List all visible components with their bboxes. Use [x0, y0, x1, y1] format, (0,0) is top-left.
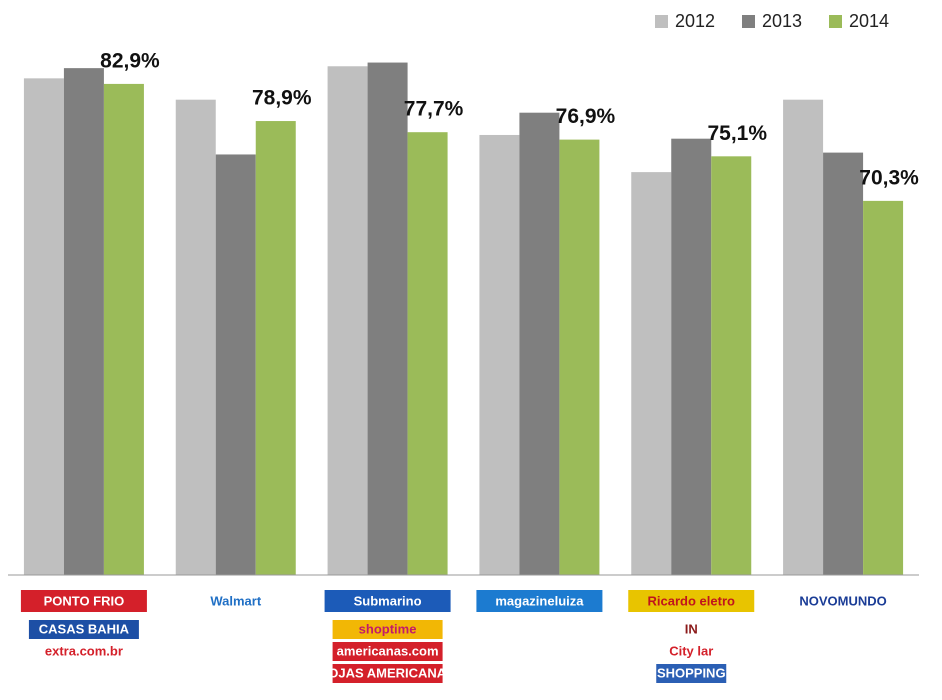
category-logo: magazineluiza: [495, 593, 584, 608]
bar: [215, 154, 256, 575]
bar: [255, 121, 296, 576]
legend-label: 2014: [849, 11, 889, 31]
bar: [103, 83, 144, 575]
bar: [631, 172, 672, 575]
value-label: 76,9%: [556, 105, 616, 128]
value-label: 77,7%: [404, 98, 464, 121]
bar: [367, 62, 408, 576]
value-label: 82,9%: [100, 49, 160, 72]
logo-box: [476, 590, 603, 612]
logo-box: [332, 620, 443, 639]
value-label: 78,9%: [252, 87, 312, 110]
legend-swatch: [829, 15, 842, 28]
bar: [823, 152, 864, 575]
logo-box: [628, 590, 755, 612]
category-logo-extra: City lar: [669, 643, 713, 658]
category-logo-extra: shoptime: [359, 621, 417, 636]
bar: [23, 78, 64, 575]
legend-swatch: [655, 15, 668, 28]
category-logo: Ricardo eletro: [648, 593, 735, 608]
legend-swatch: [742, 15, 755, 28]
category-logo-extra: americanas.com: [337, 643, 439, 658]
bar: [519, 112, 560, 575]
logo-box: [332, 642, 443, 661]
legend-label: 2012: [675, 11, 715, 31]
bar: [671, 138, 712, 575]
category-logo-extra: CASAS BAHIA: [39, 621, 130, 636]
category-logo: Submarino: [354, 593, 422, 608]
legend-label: 2013: [762, 11, 802, 31]
bar: [407, 132, 448, 575]
category-logo-extra: IN: [685, 621, 698, 636]
bar: [479, 134, 520, 575]
logo-box: [28, 620, 139, 639]
logo-box: [332, 664, 443, 683]
category-logo: NOVOMUNDO: [799, 593, 886, 608]
bar: [863, 200, 904, 576]
category-logo-extra: extra.com.br: [45, 643, 123, 658]
category-logo: Walmart: [210, 593, 261, 608]
bar: [63, 68, 104, 575]
category-logo: PONTO FRIO: [44, 593, 125, 608]
value-label: 75,1%: [707, 122, 767, 145]
category-logo-extra: LOJAS AMERICANAS: [320, 665, 455, 680]
logo-box: [324, 590, 451, 612]
bar: [559, 139, 600, 575]
logo-box: [656, 664, 727, 683]
bar: [783, 99, 824, 576]
category-logo-extra: SHOPPING: [657, 665, 726, 680]
bar: [711, 156, 752, 576]
bar: [327, 66, 368, 576]
logo-box: [20, 590, 147, 612]
value-label: 70,3%: [859, 166, 919, 189]
bar: [175, 99, 216, 576]
